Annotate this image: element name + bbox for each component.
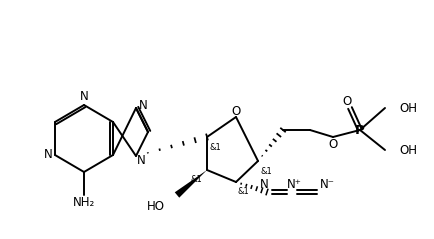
- Text: NH₂: NH₂: [73, 196, 95, 210]
- Text: OH: OH: [398, 102, 416, 114]
- Text: &1: &1: [190, 175, 201, 185]
- Text: P: P: [354, 124, 364, 136]
- Text: N: N: [136, 154, 145, 168]
- Text: N⁺: N⁺: [286, 179, 301, 191]
- Text: N: N: [138, 98, 147, 112]
- Text: &1: &1: [210, 142, 221, 152]
- Text: O: O: [231, 104, 240, 118]
- Text: O: O: [342, 94, 351, 108]
- Text: N⁻: N⁻: [319, 179, 334, 191]
- Text: HO: HO: [147, 200, 164, 213]
- Text: &1: &1: [237, 188, 249, 196]
- Text: &1: &1: [260, 167, 272, 175]
- Text: N: N: [259, 179, 268, 191]
- Text: N: N: [79, 90, 88, 103]
- Polygon shape: [174, 170, 207, 198]
- Text: N: N: [43, 148, 52, 162]
- Text: O: O: [328, 138, 337, 152]
- Text: OH: OH: [398, 143, 416, 157]
